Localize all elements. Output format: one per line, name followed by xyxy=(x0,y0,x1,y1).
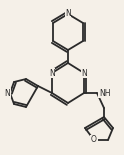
Text: N: N xyxy=(81,69,87,78)
Text: O: O xyxy=(91,135,97,144)
Text: N: N xyxy=(49,69,55,78)
Text: N: N xyxy=(4,89,10,97)
Text: NH: NH xyxy=(99,89,110,97)
Text: N: N xyxy=(65,9,71,18)
